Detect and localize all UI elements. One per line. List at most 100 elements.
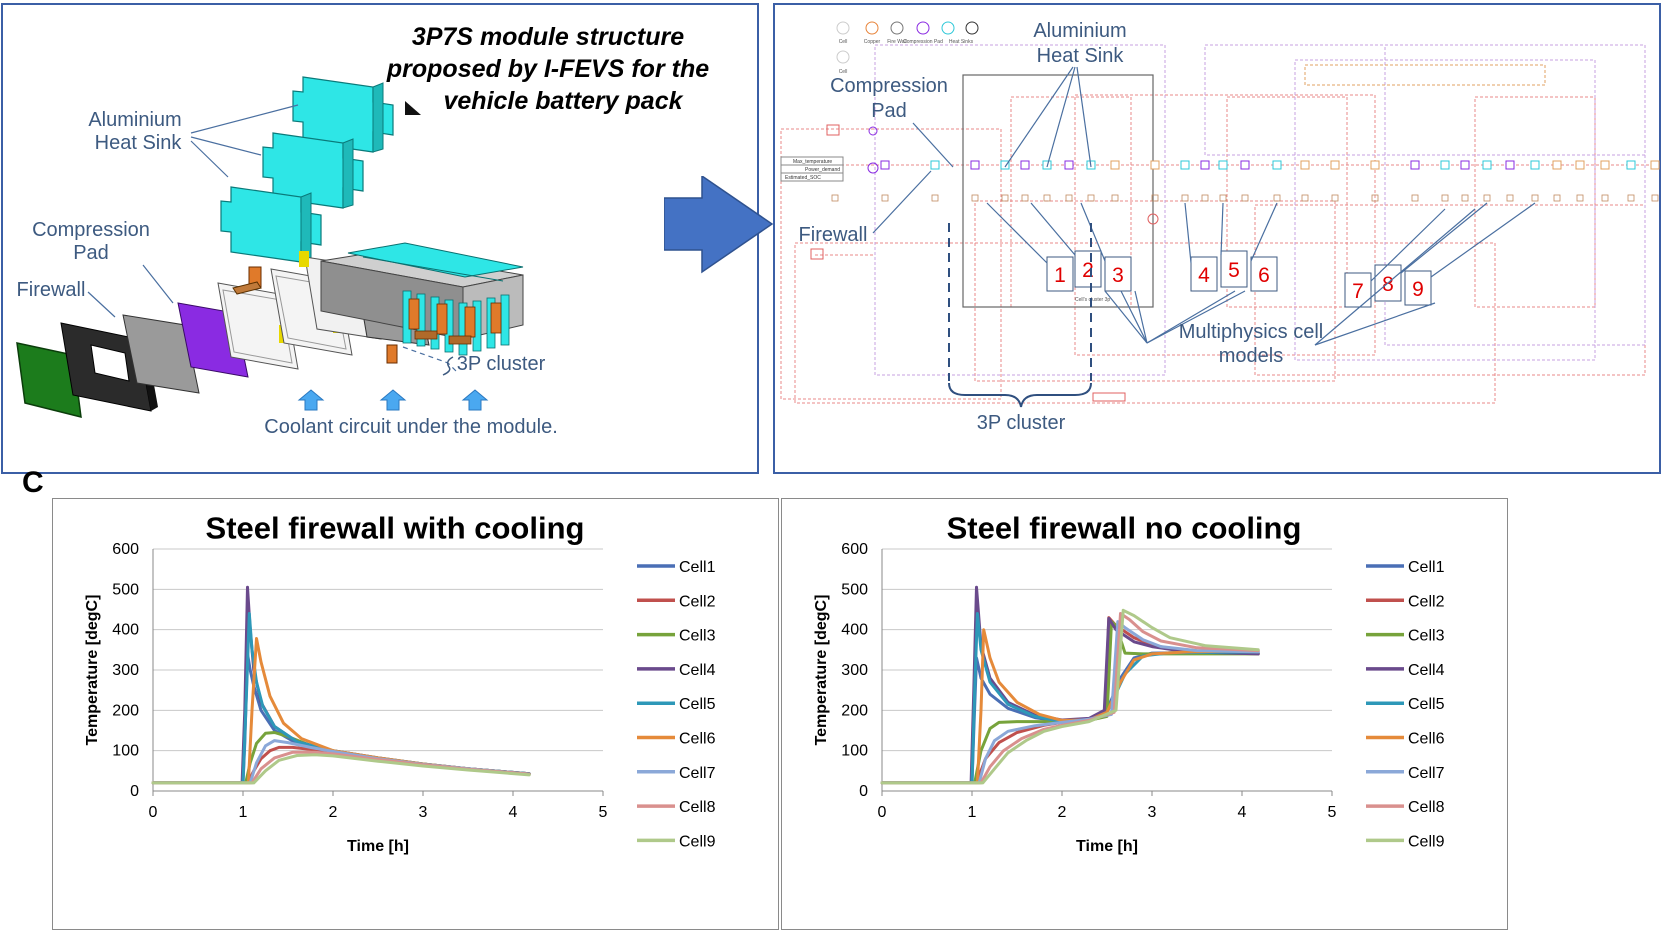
svg-text:5: 5 [1228,259,1240,282]
y-tick-label: 200 [112,702,139,719]
rail-component [1240,160,1250,170]
rail-component [1218,160,1228,170]
legend-label: Cell1 [1408,559,1445,576]
y-axis-label: Temperature [degC] [84,595,101,746]
rail-component [1505,160,1515,170]
svg-text:Power_demand: Power_demand [805,167,840,173]
a-3p-cluster-label: 3P cluster [457,353,546,375]
svg-text:Compression Pad: Compression Pad [903,39,943,45]
right-arrow-icon [664,176,774,274]
rail-component [831,194,839,202]
legend-label: Cell9 [1408,833,1445,850]
chart-title: Steel firewall with cooling [206,510,585,545]
b-firewall-label: Firewall [799,224,868,246]
legend-label: Cell3 [679,628,716,645]
x-axis-label: Time [h] [347,838,409,855]
rail-component [1506,194,1514,202]
rail-component [1065,194,1073,202]
series-line-cell6 [880,628,1260,785]
legend-label: Cell1 [679,559,716,576]
rail-component [1441,194,1449,202]
rail-component [1219,194,1227,202]
cell-box-6: 6 [1250,256,1278,292]
cell-number-boxes: 1 2 3 4 5 6 7 8 9 [1046,250,1432,308]
panel-c-letter: C [22,466,44,499]
y-tick-label: 100 [112,743,139,760]
series-line-cell7 [151,739,531,785]
series-line-cell1 [880,651,1260,785]
legend-label: Cell6 [679,731,716,748]
svg-text:1: 1 [1054,264,1066,287]
rail-component [1600,160,1610,170]
x-axis-label: Time [h] [1076,838,1138,855]
y-tick-label: 0 [130,783,139,800]
x-tick-label: 1 [239,804,248,821]
y-tick-label: 0 [859,783,868,800]
b-compression-pad-label-2: Pad [871,100,907,122]
chart-no-cooling: Steel firewall no cooling 0 100 200 300 400 50… [781,498,1508,930]
front-plate [16,342,82,418]
x-tick-label: 2 [329,804,338,821]
module-title-line-1: 3P7S module structure [412,23,684,51]
svg-text:3: 3 [1112,264,1124,287]
a-heat-sink-label-2: Heat Sink [95,132,183,154]
rail-component [1272,160,1282,170]
a-heat-sink-leaders [190,104,299,178]
series-line-cell9 [880,608,1260,785]
rail-component [1440,160,1450,170]
y-tick-label: 200 [841,702,868,719]
rail-component [1151,194,1159,202]
svg-text:2: 2 [1082,259,1094,282]
rail-component [1553,194,1561,202]
a-firewall-label: Firewall [17,279,86,301]
rail-component [1601,194,1609,202]
rail-component [1021,194,1029,202]
chart-title: Steel firewall no cooling [947,510,1302,545]
rail-component [1200,160,1210,170]
rail-component [1650,160,1660,170]
stacked-module [320,242,524,356]
series-line-cell2 [880,616,1260,785]
b-compression-pad-label-1: Compression [830,75,948,97]
x-tick-label: 4 [1238,804,1247,821]
a-compression-pad-label-2: Pad [73,242,109,264]
rail-component [1410,160,1420,170]
rail-component [1241,194,1249,202]
cell-box-4: 4 [1190,256,1218,292]
y-axis-label: Temperature [degC] [813,595,830,746]
y-tick-label: 300 [841,662,868,679]
firewall-frame [60,322,158,412]
svg-text:Estimated_SOC: Estimated_SOC [785,175,821,181]
svg-text:Max_temperature: Max_temperature [793,159,832,165]
svg-text:Cell's cluster 3p: Cell's cluster 3p [1075,297,1110,303]
rail-component [1626,160,1636,170]
legend-label: Cell7 [1408,765,1445,782]
cell-leaders [986,202,1536,346]
panel-b-frame: Cell Copper Fire Wall Compression Pad He… [773,3,1661,474]
rail-component [1627,194,1635,202]
rail-component [1483,194,1491,202]
rail-component [971,194,979,202]
rail-component [881,194,889,202]
rail-component [1064,160,1074,170]
module-exploded-view: 3P7S module structure proposed by I-FEVS… [16,23,709,438]
rail-component [1482,160,1492,170]
chart-with-cooling: Steel firewall with cooling 0 100 200 300 400… [52,498,779,930]
y-tick-label: 500 [841,581,868,598]
cell-box-3: 3 [1104,256,1132,292]
rail-component [1575,160,1585,170]
rail-component [1371,194,1379,202]
chart-with-cooling-svg: Steel firewall with cooling 0 100 200 300 400… [84,510,716,855]
a-heat-sink-label-1: Aluminium [88,109,181,131]
svg-text:Cell: Cell [839,69,848,75]
svg-text:4: 4 [1198,264,1210,287]
coolant-arrows [297,389,489,411]
legend-label: Cell2 [1408,593,1445,610]
series-line-cell1 [151,652,531,785]
x-tick-label: 3 [1148,804,1157,821]
rail-component [1043,194,1051,202]
rail-component [1110,160,1120,170]
svg-text:9: 9 [1412,278,1424,301]
x-tick-label: 5 [1328,804,1337,821]
panel-a-frame: 3P7S module structure proposed by I-FEVS… [1,3,759,474]
